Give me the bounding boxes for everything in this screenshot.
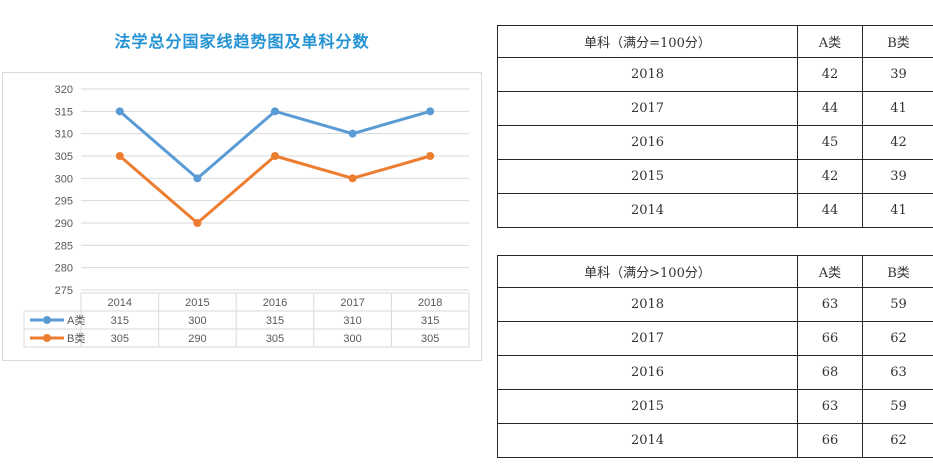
year-cell: 2014	[497, 193, 798, 228]
score-table-over-100: 单科（满分>100分） A类 B类 2018 63 59 2017 66 62 2016 68 63 2…	[497, 255, 933, 458]
trend-line-chart: 320 315 310 305 300 295 290 285 280 275 2014 2015 20…	[2, 72, 482, 361]
y-axis-tick-label: 310	[55, 129, 73, 141]
score-cell: 59	[862, 287, 933, 322]
table-caption-cell: 单科（满分>100分）	[497, 255, 798, 288]
score-cell: 39	[862, 159, 933, 194]
data-point-marker	[426, 152, 435, 160]
data-point-marker	[115, 107, 124, 116]
x-axis-category-label: 2018	[418, 297, 442, 309]
table-row: 2017 66 62	[497, 321, 933, 356]
score-table-max-100: 单科（满分=100分） A类 B类 2018 42 39 2017 44 41 2016 45 42 2…	[497, 25, 933, 228]
year-cell: 2016	[497, 355, 798, 390]
score-cell: 66	[797, 321, 863, 356]
score-cell: 68	[797, 355, 863, 390]
table-header-row: 单科（满分>100分） A类 B类	[497, 255, 933, 288]
data-point-marker	[271, 152, 279, 160]
score-cell: 63	[797, 287, 863, 322]
data-table-value: 315	[111, 315, 129, 327]
table-row: 2017 44 41	[497, 91, 933, 126]
legend-series-label: A类	[67, 313, 85, 327]
data-table-value: 300	[188, 315, 206, 327]
year-cell: 2016	[497, 125, 798, 160]
x-axis-category-label: 2016	[263, 297, 287, 309]
score-cell: 41	[862, 193, 933, 228]
table-row: 2016 68 63	[497, 355, 933, 390]
data-table-value: 315	[421, 315, 439, 327]
data-table-value: 310	[343, 315, 361, 327]
y-axis-tick-label: 295	[55, 196, 73, 208]
table-row: 2018 63 59	[497, 287, 933, 322]
y-axis-tick-label: 315	[55, 106, 73, 118]
data-table-value: 300	[343, 333, 361, 345]
data-table-value: 305	[266, 333, 284, 345]
column-header-cell: A类	[797, 255, 863, 288]
data-point-marker	[426, 107, 435, 116]
y-axis-tick-label: 275	[55, 285, 73, 297]
chart-title: 法学总分国家线趋势图及单科分数	[114, 34, 370, 51]
data-point-marker	[271, 107, 279, 116]
column-header-cell: B类	[862, 255, 933, 288]
year-cell: 2017	[497, 321, 798, 356]
year-cell: 2017	[497, 91, 798, 126]
data-point-marker	[348, 174, 357, 183]
trend-chart-canvas: 320 315 310 305 300 295 290 285 280 275 2014 2015 20…	[23, 84, 470, 348]
column-header-cell: A类	[797, 25, 863, 58]
score-cell: 42	[862, 125, 933, 160]
table-caption-cell: 单科（满分=100分）	[497, 25, 798, 58]
y-axis-tick-label: 305	[55, 151, 73, 163]
score-cell: 39	[862, 57, 933, 92]
score-cell: 59	[862, 389, 933, 424]
data-table-value: 305	[111, 333, 129, 345]
score-cell: 42	[797, 57, 863, 92]
x-axis-category-label: 2014	[108, 297, 132, 309]
y-axis-tick-label: 320	[55, 84, 73, 96]
table-row: 2015 42 39	[497, 159, 933, 194]
table-header-row: 单科（满分=100分） A类 B类	[497, 25, 933, 58]
data-point-marker	[193, 219, 202, 227]
legend-marker-icon	[43, 316, 51, 324]
table-row: 2014 66 62	[497, 423, 933, 458]
data-point-marker	[115, 152, 124, 160]
column-header-cell: B类	[862, 25, 933, 58]
score-cell: 62	[862, 321, 933, 356]
table-row: 2016 45 42	[497, 125, 933, 160]
year-cell: 2015	[497, 159, 798, 194]
data-point-marker	[348, 129, 357, 138]
legend-series-label: B类	[67, 331, 85, 345]
y-axis-tick-label: 280	[55, 263, 73, 275]
score-cell: 66	[797, 423, 863, 458]
year-cell: 2018	[497, 57, 798, 92]
y-axis-tick-label: 285	[55, 240, 73, 252]
legend-marker-icon	[43, 334, 51, 342]
score-cell: 63	[862, 355, 933, 390]
data-point-marker	[193, 174, 202, 183]
data-table-value: 315	[266, 315, 284, 327]
score-cell: 42	[797, 159, 863, 194]
score-cell: 63	[797, 389, 863, 424]
year-cell: 2018	[497, 287, 798, 322]
score-cell: 44	[797, 193, 863, 228]
score-cell: 62	[862, 423, 933, 458]
table-row: 2018 42 39	[497, 57, 933, 92]
year-cell: 2015	[497, 389, 798, 424]
score-cell: 44	[797, 91, 863, 126]
series-line-B类	[118, 154, 431, 225]
year-cell: 2014	[497, 423, 798, 458]
y-axis-tick-label: 290	[55, 218, 73, 230]
score-cell: 45	[797, 125, 863, 160]
table-row: 2015 63 59	[497, 389, 933, 424]
data-table-value: 290	[188, 333, 206, 345]
x-axis-category-label: 2015	[185, 297, 209, 309]
table-row: 2014 44 41	[497, 193, 933, 228]
x-axis-category-label: 2017	[340, 297, 364, 309]
data-table-value: 305	[421, 333, 439, 345]
score-cell: 41	[862, 91, 933, 126]
y-axis-tick-label: 300	[55, 173, 73, 185]
